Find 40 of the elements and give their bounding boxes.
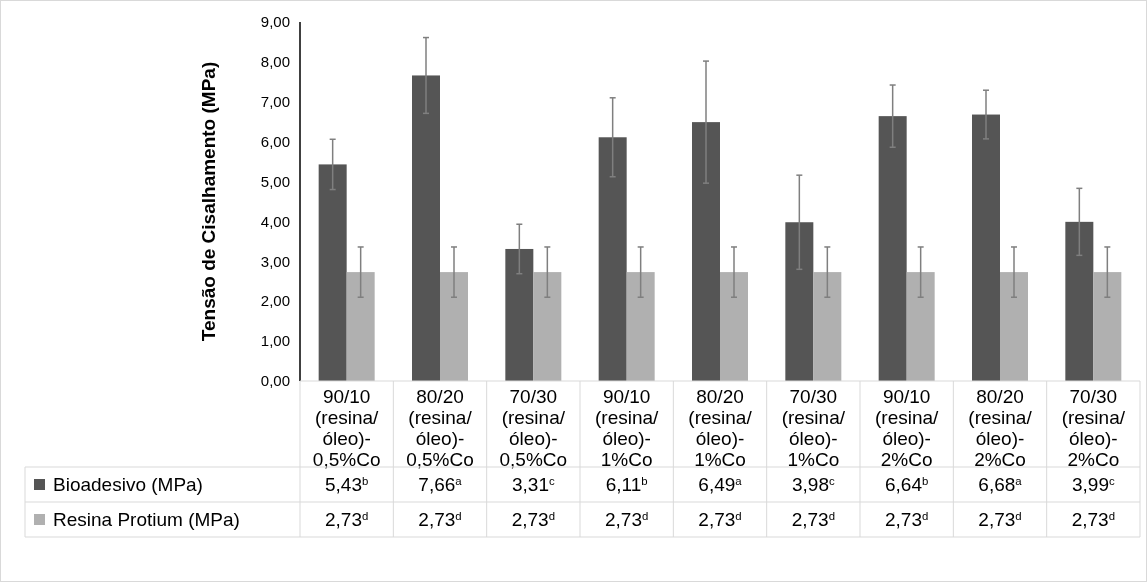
legend-label: Resina Protium (MPa) bbox=[53, 509, 240, 530]
y-tick-label: 2,00 bbox=[260, 292, 290, 310]
data-label: 6,49$^{a}$ bbox=[698, 474, 743, 495]
data-label: 6,64$^{b}$ bbox=[885, 474, 929, 495]
legend-label: Bioadesivo (MPa) bbox=[53, 474, 203, 495]
data-label: 2,73$^{d}$ bbox=[605, 509, 649, 530]
y-tick-label: 7,00 bbox=[260, 93, 290, 111]
y-tick-label: 3,00 bbox=[260, 252, 290, 270]
data-label: 2,73$^{d}$ bbox=[511, 509, 555, 530]
data-label: 6,11$^{b}$ bbox=[605, 474, 648, 495]
data-label: 2,73$^{d}$ bbox=[885, 509, 929, 530]
data-label: 3,99$^{c}$ bbox=[1071, 474, 1115, 495]
y-axis-title: Tensão de Cisalhamento (MPa) bbox=[198, 61, 219, 342]
data-label: 2,73$^{d}$ bbox=[418, 509, 462, 530]
x-tick-label: 80/20 (resina/óleo)-0,5%Co bbox=[406, 386, 474, 470]
x-tick-label: 70/30 (resina/óleo)-0,5%Co bbox=[499, 386, 568, 470]
data-label: 2,73$^{d}$ bbox=[1071, 509, 1115, 530]
x-tick-label: 90/10 (resina/óleo)-0,5%Co bbox=[312, 386, 381, 470]
data-label: 3,98$^{c}$ bbox=[791, 474, 835, 495]
data-label: 6,68$^{a}$ bbox=[978, 474, 1023, 495]
y-tick-label: 4,00 bbox=[260, 212, 290, 230]
data-label: 2,73$^{d}$ bbox=[325, 509, 369, 530]
data-label: 5,43$^{b}$ bbox=[325, 474, 369, 495]
x-tick-label: 80/20 (resina/óleo)-2%Co bbox=[968, 386, 1033, 470]
y-tick-label: 1,00 bbox=[260, 332, 290, 350]
y-tick-label: 5,00 bbox=[260, 172, 290, 190]
y-tick-label: 6,00 bbox=[260, 132, 290, 150]
y-tick-label: 9,00 bbox=[260, 13, 290, 31]
data-label: 2,73$^{d}$ bbox=[698, 509, 742, 530]
y-tick-label: 0,00 bbox=[260, 372, 290, 390]
x-tick-label: 90/10 (resina/óleo)-2%Co bbox=[874, 386, 940, 470]
data-label: 2,73$^{d}$ bbox=[978, 509, 1022, 530]
y-tick-label: 8,00 bbox=[260, 53, 290, 71]
x-tick-label: 80/20 (resina/óleo)-1%Co bbox=[688, 386, 753, 470]
data-label: 3,31$^{c}$ bbox=[511, 474, 555, 495]
data-label: 7,66$^{a}$ bbox=[418, 474, 463, 495]
x-tick-label: 70/30 (resina/óleo)-2%Co bbox=[1061, 386, 1126, 470]
data-label: 2,73$^{d}$ bbox=[791, 509, 835, 530]
x-tick-label: 70/30 (resina/óleo)-1%Co bbox=[781, 386, 846, 470]
x-tick-label: 90/10 (resina/óleo)-1%Co bbox=[594, 386, 660, 470]
